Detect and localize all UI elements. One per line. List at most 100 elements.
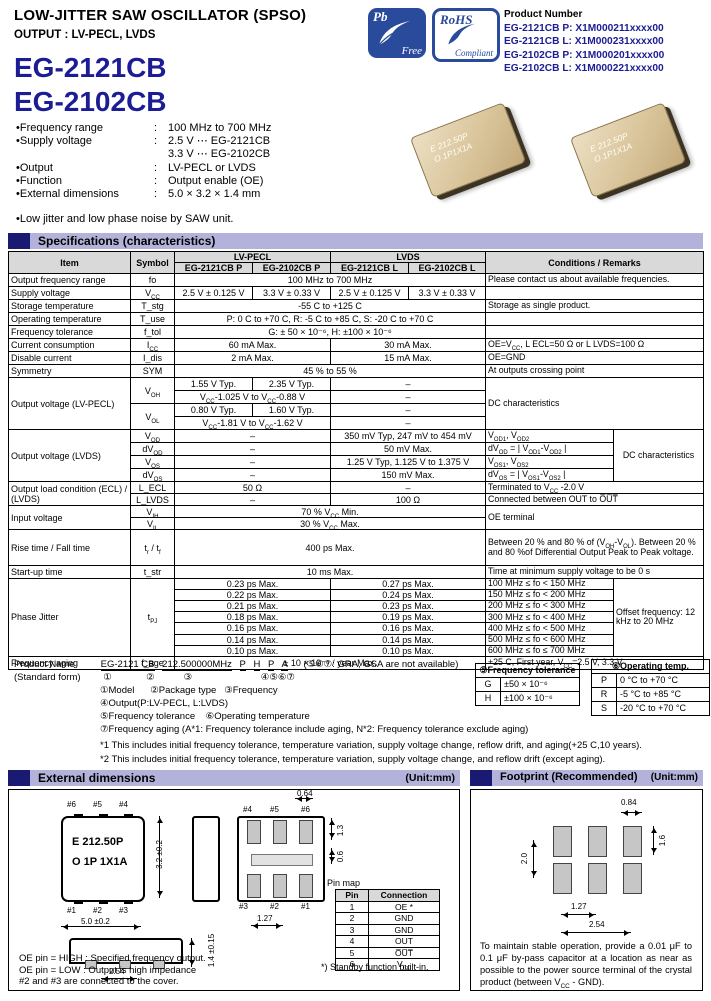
- table-cell: Symmetry: [8, 364, 131, 379]
- table-cell: S: [591, 701, 617, 716]
- table-cell: 600 MHz ≤ fo ≤ 700 MHz: [485, 644, 614, 657]
- table-cell: dVOS: [130, 468, 175, 483]
- table-row: S -20 °C to +70 °C: [591, 701, 710, 716]
- feature-label: •Supply voltage: [16, 135, 93, 148]
- compliant-label: Compliant: [454, 48, 493, 58]
- table-cell: Disable current: [8, 351, 131, 366]
- dimension-line: [157, 816, 163, 898]
- table-cell: Offset frequency: 12 kHz to 20 MHz: [613, 578, 704, 657]
- table-cell: –: [174, 455, 331, 470]
- name-segment: 212.500000MHz: [162, 659, 232, 671]
- table-cell: VOS1, VOS2: [485, 455, 614, 470]
- table-row: 4 OUT: [335, 935, 440, 948]
- table-row: Input voltage VIH 70 % VCC Min. OE termi…: [8, 505, 704, 531]
- product-number-block: Product Number EG-2121CB P: X1M000211xxx…: [504, 8, 664, 76]
- footnote: *1 This includes initial frequency toler…: [100, 740, 642, 751]
- pin-stub: [74, 814, 83, 818]
- dimension-pad-gap: 0.6: [336, 850, 346, 863]
- center-bar: [251, 854, 313, 866]
- table-cell: R: [591, 687, 617, 702]
- table-row: 0.16 ps Max. 0.16 ps Max. 400 MHz ≤ fo <…: [9, 622, 704, 635]
- table-cell: Output load condition (ECL) / (LVDS): [8, 481, 131, 507]
- table-cell: L_LVDS: [130, 493, 175, 507]
- table-cell: 0.16 ps Max.: [330, 622, 486, 635]
- table-cell: 2: [335, 912, 369, 925]
- table-cell: 0.24 ps Max.: [330, 589, 486, 602]
- table-cell: Between 20 % and 80 % of (VOH-VOL). Betw…: [485, 529, 704, 567]
- table-cell: 0.23 ps Max.: [330, 600, 486, 613]
- dimension-line: [189, 938, 195, 967]
- product-photo: E 212.50P O 1P1X1A: [569, 102, 687, 198]
- table-cell: Phase Jitter: [8, 578, 131, 657]
- col-header: Connection: [368, 889, 440, 902]
- footprint-pad: [553, 826, 572, 857]
- table-cell: 0.10 ps Max.: [330, 644, 486, 657]
- feature-colon: :: [154, 122, 158, 134]
- pin-label: #5: [93, 800, 102, 809]
- feature-value: Output enable (OE): [168, 174, 264, 187]
- table-cell: DC characteristics: [613, 429, 704, 483]
- table-header: ⑥Operating temp.: [591, 659, 710, 674]
- table-cell: Output voltage (LVDS): [8, 429, 131, 483]
- table-cell: -55 C to +125 C: [174, 299, 486, 314]
- table-cell: –: [330, 416, 486, 431]
- table-cell: [485, 325, 704, 340]
- pinmap-label: Pin map: [327, 878, 361, 888]
- leaf-icon: [448, 23, 476, 45]
- table-cell: VOL: [130, 403, 175, 431]
- table-cell: OE terminal: [485, 505, 704, 531]
- table-row: Output load condition (ECL) / (LVDS) L_E…: [8, 481, 704, 507]
- dimension-line: [329, 818, 335, 840]
- dimension-pitch1: 1.27: [571, 902, 587, 911]
- table-cell: tPJ: [130, 578, 175, 657]
- table-cell: GND: [368, 912, 440, 925]
- table-cell: 1.25 V Typ, 1.125 V to 1.375 V: [330, 455, 486, 470]
- pin-stub: [124, 900, 133, 904]
- rohs-label: RoHS: [440, 12, 473, 27]
- table-cell: Connected between OUT to O̅U̅T̅: [485, 493, 704, 507]
- package-marking-1: E 212.50P: [72, 836, 124, 848]
- pin-stub: [124, 814, 133, 818]
- dimension-pad-height: 1.6: [658, 834, 668, 847]
- table-cell: 0.14 ps Max.: [174, 633, 331, 646]
- digit-markers: ① ② ③ ④⑤⑥⑦: [100, 672, 295, 683]
- dimension-height: 3.2 ±0.2: [154, 840, 164, 869]
- product-number: EG-2102CB P: X1M000201xxxx00: [504, 49, 665, 61]
- table-cell: At outputs crossing point: [485, 364, 704, 379]
- section-bar-external-dimensions: External dimensions (Unit:mm): [8, 770, 460, 786]
- table-row: Item Symbol LV-PECL LVDS Conditions / Re…: [8, 250, 704, 275]
- section-bar-specifications: Specifications (characteristics): [8, 233, 703, 249]
- dimension-pitch2: 2.54: [589, 920, 605, 929]
- table-cell: 0.18 ps Max.: [174, 611, 331, 624]
- table-cell: –: [174, 442, 331, 457]
- dimension-line: [295, 796, 313, 802]
- table-cell: 400 ps Max.: [174, 529, 486, 567]
- table-cell: 2.35 V Typ.: [252, 377, 331, 392]
- table-cell: 30 % VCC Max.: [174, 517, 486, 531]
- feature-row: •Frequency range:100 MHz to 700 MHz: [16, 122, 271, 135]
- unit-label: (Unit:mm): [650, 772, 698, 783]
- product-number: EG-2121CB L: X1M000231xxxx00: [504, 36, 664, 47]
- page-title: LOW-JITTER SAW OSCILLATOR (SPSO): [14, 7, 307, 24]
- table-row: H ±100 × 10⁻⁶: [475, 691, 580, 706]
- table-cell: –: [174, 468, 331, 483]
- table-cell: 50 Ω: [174, 481, 331, 495]
- table-cell: ±100 × 10⁻⁶: [500, 691, 580, 706]
- product-number: EG-2102CB L: X1M000221xxxx00: [504, 63, 664, 74]
- pin-stub: [74, 900, 83, 904]
- table-cell: Terminated to VCC -2.0 V: [485, 481, 704, 495]
- model-name-2: EG-2102CB: [14, 86, 167, 117]
- table-cell: VIL: [130, 517, 175, 531]
- col-header: EG-2102CB P: [252, 262, 331, 275]
- dimension-line: [329, 848, 335, 864]
- table-cell: T_stg: [130, 299, 175, 314]
- unit-label: (Unit:mm): [405, 772, 455, 784]
- table-cell: t_str: [130, 565, 175, 580]
- feature-label: •Frequency range: [16, 122, 104, 134]
- table-cell: VCC-1.025 V to VCC-0.88 V: [174, 390, 331, 405]
- footprint-box: 0.84 1.6 2.0 1.27 2.54 To maintain stabl…: [470, 789, 703, 991]
- feature-colon: :: [154, 161, 158, 174]
- pin-label: #5: [270, 805, 279, 814]
- table-cell: 150 mV Max.: [330, 468, 486, 483]
